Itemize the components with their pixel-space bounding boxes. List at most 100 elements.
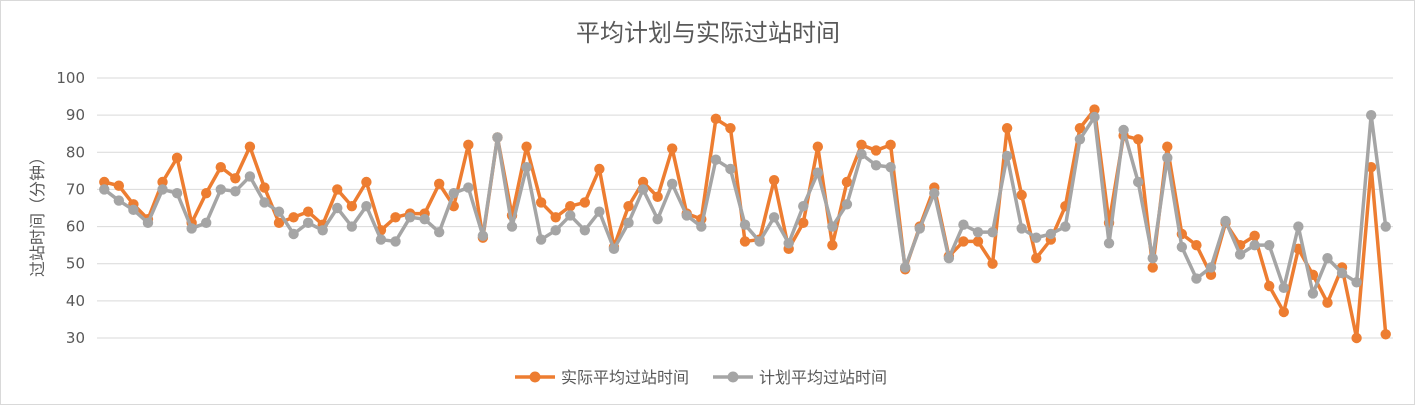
data-point	[710, 154, 722, 165]
data-point	[288, 212, 299, 223]
data-point	[1147, 252, 1158, 264]
y-tick-label: 30	[66, 329, 85, 347]
data-point	[623, 217, 634, 229]
y-axis-title: 过站时间（分钟）	[28, 149, 47, 277]
data-point	[870, 160, 882, 171]
data-point	[273, 206, 285, 217]
data-point	[1380, 221, 1391, 232]
data-point	[1278, 282, 1289, 294]
data-point	[710, 113, 722, 125]
data-point	[463, 182, 474, 193]
data-point	[652, 213, 663, 225]
data-point	[739, 236, 751, 247]
data-point	[812, 141, 824, 152]
data-point	[841, 176, 853, 188]
data-point	[1365, 109, 1377, 121]
plot-area	[99, 104, 1391, 344]
data-point	[521, 161, 532, 173]
data-point	[1336, 267, 1348, 279]
data-point	[798, 217, 809, 229]
data-point	[346, 221, 358, 232]
y-tick-label: 80	[66, 143, 85, 161]
data-point	[652, 191, 663, 203]
data-point	[171, 187, 183, 199]
data-point	[332, 184, 343, 195]
data-point	[171, 152, 183, 164]
data-point	[288, 228, 299, 240]
data-point	[142, 217, 154, 229]
data-point	[1220, 215, 1231, 227]
y-tick-label: 50	[66, 255, 85, 273]
data-point	[856, 139, 867, 151]
data-point	[725, 163, 736, 175]
data-point	[244, 171, 256, 182]
data-point	[1031, 252, 1042, 264]
data-point	[637, 184, 649, 195]
data-point	[827, 221, 838, 232]
data-point	[696, 221, 707, 232]
data-point	[404, 212, 416, 223]
data-point	[1264, 280, 1275, 292]
data-point	[1089, 104, 1100, 115]
data-point	[535, 197, 547, 208]
data-point	[419, 213, 430, 225]
data-point	[754, 236, 765, 247]
data-point	[579, 225, 591, 236]
data-point	[565, 210, 576, 221]
data-point	[259, 182, 270, 193]
legend-item-actual: 实际平均过站时间	[515, 368, 689, 387]
data-point	[346, 200, 358, 212]
y-axis-ticks: 30 40 50 60 70 80 90 100	[56, 69, 85, 347]
data-point	[361, 200, 372, 212]
data-point	[477, 230, 489, 242]
legend: 实际平均过站时间 计划平均过站时间	[515, 368, 887, 387]
y-tick-label: 40	[66, 292, 85, 310]
data-point	[273, 217, 285, 229]
data-point	[1074, 122, 1086, 134]
data-point	[463, 139, 474, 151]
data-point	[1176, 241, 1188, 253]
gridlines	[97, 77, 1393, 339]
data-point	[987, 226, 998, 238]
data-point	[1191, 273, 1202, 284]
data-point	[157, 176, 168, 188]
data-point	[1307, 288, 1319, 299]
data-point	[1293, 221, 1304, 232]
data-point	[608, 243, 620, 255]
data-point	[681, 210, 692, 221]
data-point	[1351, 332, 1362, 344]
data-point	[1322, 297, 1333, 308]
data-point	[666, 178, 678, 190]
data-point	[535, 234, 547, 245]
data-point	[1016, 223, 1027, 234]
data-point	[1132, 134, 1144, 145]
data-point	[390, 236, 401, 247]
data-point	[1162, 152, 1173, 164]
data-point	[113, 180, 125, 191]
data-point	[332, 202, 343, 214]
data-point	[943, 252, 955, 264]
y-tick-label: 70	[66, 180, 85, 198]
data-point	[186, 223, 197, 234]
legend-item-plan: 计划平均过站时间	[713, 368, 887, 387]
data-point	[885, 161, 896, 173]
data-point	[1264, 239, 1275, 251]
data-point	[1322, 252, 1333, 264]
data-point	[259, 197, 270, 208]
data-point	[565, 200, 576, 212]
series-plan	[99, 109, 1391, 299]
data-point	[856, 148, 867, 160]
data-point	[230, 173, 241, 184]
data-point	[637, 176, 649, 188]
legend-label: 实际平均过站时间	[561, 368, 689, 387]
data-point	[550, 212, 561, 223]
data-point	[215, 161, 226, 173]
data-point	[972, 236, 984, 247]
y-tick-label: 100	[56, 69, 85, 87]
data-point	[244, 141, 256, 152]
legend-marker	[727, 371, 739, 383]
data-point	[1089, 111, 1100, 123]
data-point	[1132, 176, 1144, 188]
data-point	[361, 176, 372, 188]
y-tick-label: 60	[66, 218, 85, 236]
